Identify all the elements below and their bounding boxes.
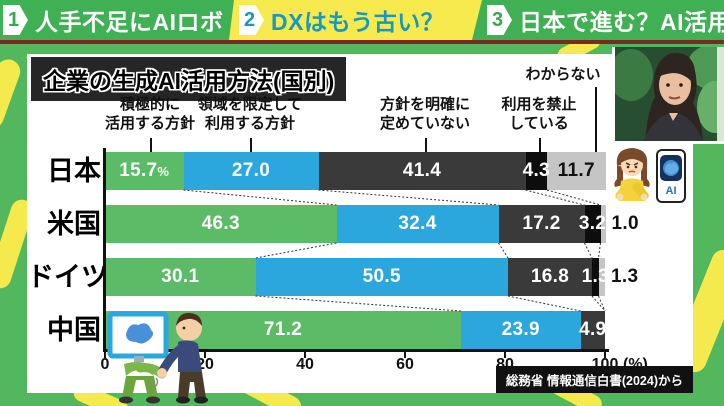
connector-line xyxy=(598,242,601,259)
series-header-tick xyxy=(425,138,427,152)
series-header-1: 領域を限定して 利用する方針 xyxy=(197,96,303,132)
connector-line xyxy=(546,189,601,206)
bar-segment xyxy=(336,205,499,243)
bar-segment xyxy=(105,152,184,190)
bar-value-label: 30.1 xyxy=(161,266,200,287)
chapter-tab-1: 1 人手不足にAIロボ xyxy=(3,0,224,40)
bar-segment xyxy=(592,258,599,296)
bar-value-label: 11.7 xyxy=(557,160,595,181)
row-label-china: 中国 xyxy=(47,315,101,345)
bar-segment xyxy=(584,205,601,243)
x-tick-mark xyxy=(104,352,106,358)
bar-segment xyxy=(183,152,319,190)
series-header-4: わからない xyxy=(525,66,601,83)
chart-panel: 企業の生成AI活用方法(国別) 積極的に 活用する方針 領域を限定して 利用する方… xyxy=(27,54,693,393)
chapter-tab-label: 人手不足にAIロボ xyxy=(35,9,224,35)
active-chapter-highlight xyxy=(229,0,482,40)
bar-row-usa: 46.3 32.4 17.2 3.2 1.0 xyxy=(105,205,639,243)
x-tick-label: 60 xyxy=(396,356,414,373)
x-tick-mark xyxy=(304,352,306,358)
ai-handshake-illustration xyxy=(107,311,208,404)
connector-line xyxy=(507,295,581,312)
bar-segment xyxy=(547,152,606,190)
bar-value-label: 27.0 xyxy=(231,160,271,181)
bar-segment xyxy=(525,152,547,190)
chapter-number-badge: 1 xyxy=(3,5,28,35)
bar-value-label: 4.3 xyxy=(522,160,550,181)
chart-title: 企業の生成AI活用方法(国別) xyxy=(31,57,347,101)
presenter-photo xyxy=(612,47,724,144)
series-header-tick xyxy=(150,138,152,152)
bar-value-label: 1.3 xyxy=(581,266,609,287)
bar-row-germany: 30.1 50.5 16.8 1.3 1.3 xyxy=(105,258,638,296)
bar-segment xyxy=(498,205,585,243)
x-tick-mark xyxy=(604,352,606,358)
bar-segment xyxy=(580,311,605,349)
no-ai-woman-illustration xyxy=(614,148,650,201)
phone-ai-label: AI xyxy=(666,185,677,197)
bar-row-japan: 15.7% 27.0 41.4 4.3 11.7 xyxy=(105,152,607,190)
bar-value-label: 1.3 xyxy=(611,266,639,287)
bar-segment xyxy=(461,311,581,349)
bar-value-label: 23.9 xyxy=(501,319,540,340)
bar-segment xyxy=(600,205,606,243)
bar-segment xyxy=(105,205,337,243)
chapter-number-badge: 2 xyxy=(239,5,264,35)
row-label-usa: 米国 xyxy=(47,209,101,239)
chapter-tab-label: 日本で進む？AI活用 xyxy=(519,9,724,35)
connector-line xyxy=(598,295,606,312)
source-credit: 総務省 情報通信白書(2024)から xyxy=(495,366,693,393)
connector-line xyxy=(255,242,337,259)
series-header-tick xyxy=(250,138,252,152)
segment-connector-lines xyxy=(183,189,606,312)
row-label-japan: 日本 xyxy=(47,156,101,186)
series-header-3: 利用を禁止 している xyxy=(501,96,577,132)
stripe-decoration xyxy=(0,56,24,132)
bar-value-label: 15.7% xyxy=(119,160,170,181)
connector-line xyxy=(255,295,462,312)
bar-value-label: 4.9 xyxy=(579,319,607,340)
ai-phone-illustration: AI xyxy=(656,149,686,203)
chapter-tab-3: 3 日本で進む？AI活用 xyxy=(487,0,724,40)
bar-value-label: 32.4 xyxy=(398,213,437,234)
bar-value-label: 1.0 xyxy=(611,213,639,234)
x-axis-line xyxy=(103,349,609,352)
bar-segment xyxy=(598,258,605,296)
row-label-germany: ドイツ xyxy=(27,262,108,292)
x-tick-mark xyxy=(404,352,406,358)
series-header-0: 積極的に 活用する方針 xyxy=(104,96,196,132)
connector-line xyxy=(498,242,509,259)
bar-segment xyxy=(105,258,256,296)
y-axis-line xyxy=(103,148,106,352)
x-tick-label: 0 xyxy=(100,356,110,373)
bar-segment xyxy=(318,152,526,190)
x-tick-mark xyxy=(204,352,206,358)
bar-value-label: 16.8 xyxy=(530,266,570,287)
connector-line xyxy=(183,189,337,206)
connector-line xyxy=(591,295,606,312)
bar-value-label: 71.2 xyxy=(263,319,303,340)
bar-value-label: 50.5 xyxy=(362,266,401,287)
program-chapter-strip: 1 人手不足にAIロボ 2 DXはもう古い？ 3 日本で進む？AI活用 xyxy=(0,0,724,44)
bar-value-label: 17.2 xyxy=(522,213,561,234)
x-tick-label: 40 xyxy=(296,356,314,373)
series-header-tick xyxy=(595,87,597,152)
bar-segment xyxy=(255,258,508,296)
bar-value-label: 46.3 xyxy=(201,213,240,234)
x-tick-mark xyxy=(504,352,506,358)
bar-segment xyxy=(508,258,592,296)
series-header-tick xyxy=(539,138,541,152)
series-header-2: 方針を明確に 定めていない xyxy=(379,96,471,132)
bar-value-label: 3.2 xyxy=(578,213,607,234)
chapter-tab-2: 2 DXはもう古い？ xyxy=(239,0,444,40)
chapter-tab-label: DXはもう古い？ xyxy=(271,9,445,35)
connector-line xyxy=(584,242,593,259)
chapter-number-badge: 3 xyxy=(487,5,512,35)
connector-line xyxy=(318,189,499,206)
bar-value-label: 41.4 xyxy=(402,160,442,181)
